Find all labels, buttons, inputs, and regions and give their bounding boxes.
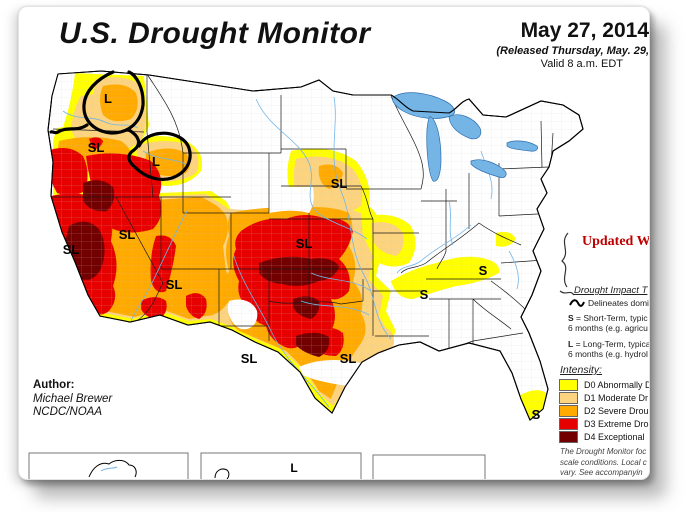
inset-boxes: L bbox=[28, 452, 486, 479]
impact-label: SL bbox=[88, 140, 105, 155]
long-term-key: L bbox=[568, 339, 574, 349]
impact-label: S bbox=[479, 263, 488, 278]
impact-label: SL bbox=[296, 236, 313, 251]
impact-legend-heading: Drought Impact T bbox=[574, 285, 648, 296]
d2-label: D2 Severe Drou bbox=[584, 405, 649, 416]
puertorico-inset bbox=[372, 454, 486, 479]
impact-label: SL bbox=[166, 277, 183, 292]
impact-label: L bbox=[104, 91, 112, 106]
impact-label: SL bbox=[119, 227, 136, 242]
squiggle-icon bbox=[569, 299, 585, 307]
drought-monitor-page: U.S. Drought Monitor May 27, 2014 (Relea… bbox=[18, 6, 650, 480]
impact-label: L bbox=[290, 461, 297, 475]
valid-time: Valid 8 a.m. EDT bbox=[540, 58, 623, 70]
date-block: May 27, 2014 (Released Thursday, May. 29… bbox=[479, 19, 649, 70]
legend-row-d4: D4 Exceptional bbox=[559, 430, 649, 443]
d1-label: D1 Moderate Dr bbox=[584, 392, 649, 403]
impact-label: SL bbox=[331, 176, 348, 191]
legend-row-d0: D0 Abnormally D bbox=[559, 378, 650, 391]
page-title: U.S. Drought Monitor bbox=[59, 17, 371, 50]
impact-label: S bbox=[532, 407, 541, 422]
map-date: May 27, 2014 bbox=[520, 19, 649, 42]
hawaii-inset bbox=[200, 452, 362, 479]
alaska-water bbox=[100, 466, 118, 472]
alaska-outline bbox=[88, 459, 137, 478]
legend-row-d2: D2 Severe Drou bbox=[559, 404, 649, 417]
d2-swatch bbox=[559, 404, 578, 417]
disclaimer: The Drought Monitor foc scale conditions… bbox=[560, 447, 647, 479]
d4-swatch bbox=[559, 430, 578, 443]
updated-notice: Updated W bbox=[582, 234, 650, 249]
rivers bbox=[62, 96, 519, 408]
long-term-text: = Long-Term, typica bbox=[575, 339, 650, 349]
d0-label: D0 Abnormally D bbox=[584, 379, 650, 390]
impact-label: SL bbox=[63, 242, 80, 257]
short-term-key: S bbox=[568, 313, 574, 323]
impact-boundary bbox=[49, 70, 192, 181]
impact-label: L bbox=[152, 154, 160, 169]
impact-labels: L SL L SL SL SL SL SL SL SL S S S bbox=[63, 91, 541, 422]
short-term-line2: 6 months (e.g. agricu bbox=[568, 323, 648, 333]
d4-label: D4 Exceptional bbox=[584, 431, 645, 442]
d3-swatch bbox=[559, 417, 578, 430]
long-term-line1: L = Long-Term, typica bbox=[568, 339, 650, 349]
author-org: NCDC/NOAA bbox=[33, 406, 103, 418]
author-heading: Author: bbox=[33, 379, 75, 391]
short-term-text: = Short-Term, typic bbox=[576, 313, 648, 323]
legend-row-d3: D3 Extreme Dro bbox=[559, 417, 649, 430]
disclaimer-line: The Drought Monitor foc bbox=[560, 447, 647, 456]
intensity-heading: Intensity: bbox=[560, 364, 603, 376]
author-block: Author: Michael Brewer NCDC/NOAA bbox=[33, 379, 112, 420]
legend-row-d1: D1 Moderate Dr bbox=[559, 391, 649, 404]
impact-label: S bbox=[420, 287, 429, 302]
d0-swatch bbox=[559, 378, 578, 391]
delineates-text: Delineates domi bbox=[588, 298, 649, 308]
long-term-line2: 6 months (e.g. hydrol bbox=[568, 349, 648, 359]
alaska-inset bbox=[28, 452, 189, 479]
d1-swatch bbox=[559, 391, 578, 404]
hawaii-outline bbox=[214, 468, 230, 479]
author-name: Michael Brewer bbox=[33, 392, 113, 405]
delineates-row: Delineates domi bbox=[569, 298, 649, 308]
cartoon-fragment bbox=[559, 232, 575, 296]
d3-label: D3 Extreme Dro bbox=[584, 418, 649, 429]
disclaimer-line: vary. See accompanyin bbox=[560, 468, 643, 477]
disclaimer-line: scale conditions. Local c bbox=[560, 457, 647, 467]
impact-label: SL bbox=[241, 351, 258, 366]
intensity-legend: D0 Abnormally D D1 Moderate Dr D2 Severe… bbox=[559, 378, 650, 443]
released-date: (Released Thursday, May. 29, bbox=[496, 45, 649, 57]
short-term-line1: S = Short-Term, typic bbox=[568, 313, 648, 323]
us-border-stroke bbox=[47, 70, 584, 421]
us-drought-map: L SL L SL SL SL SL SL SL SL S S S L bbox=[28, 70, 584, 479]
impact-label: SL bbox=[340, 351, 357, 366]
